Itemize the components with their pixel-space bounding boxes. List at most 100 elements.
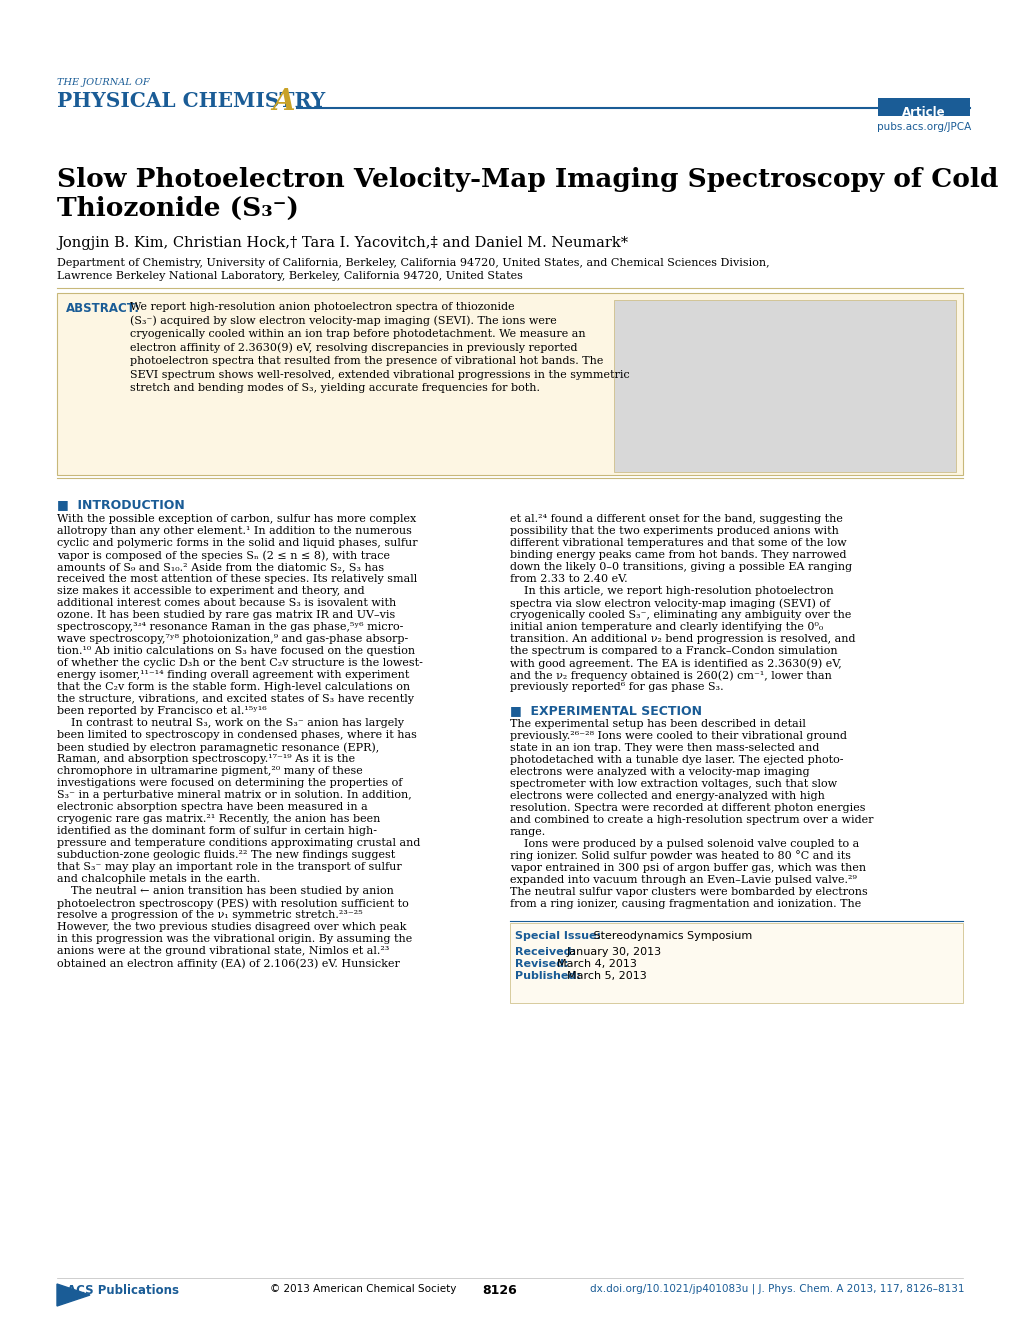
Text: Department of Chemistry, University of California, Berkeley, California 94720, U: Department of Chemistry, University of C… — [57, 257, 769, 268]
Polygon shape — [57, 1285, 90, 1306]
Text: Revised:: Revised: — [515, 959, 572, 968]
Text: ABSTRACT:: ABSTRACT: — [66, 301, 140, 315]
Text: allotropy than any other element.¹ In addition to the numerous: allotropy than any other element.¹ In ad… — [57, 526, 412, 536]
Text: With the possible exception of carbon, sulfur has more complex: With the possible exception of carbon, s… — [57, 514, 416, 524]
Text: Ions were produced by a pulsed solenoid valve coupled to a: Ions were produced by a pulsed solenoid … — [510, 839, 858, 848]
Text: from a ring ionizer, causing fragmentation and ionization. The: from a ring ionizer, causing fragmentati… — [510, 899, 860, 908]
Text: cryogenically cooled S₃⁻, eliminating any ambiguity over the: cryogenically cooled S₃⁻, eliminating an… — [510, 610, 851, 620]
Text: photoelectron spectra that resulted from the presence of vibrational hot bands. : photoelectron spectra that resulted from… — [129, 356, 603, 366]
Text: ring ionizer. Solid sulfur powder was heated to 80 °C and its: ring ionizer. Solid sulfur powder was he… — [510, 851, 850, 862]
Text: been limited to spectroscopy in condensed phases, where it has: been limited to spectroscopy in condense… — [57, 730, 417, 740]
Text: wave spectroscopy,⁷ʸ⁸ photoionization,⁹ and gas-phase absorp-: wave spectroscopy,⁷ʸ⁸ photoionization,⁹ … — [57, 634, 408, 644]
Text: previously.²⁶⁻²⁸ Ions were cooled to their vibrational ground: previously.²⁶⁻²⁸ Ions were cooled to the… — [510, 731, 846, 740]
Text: initial anion temperature and clearly identifying the 0⁰₀: initial anion temperature and clearly id… — [510, 622, 822, 632]
Text: and the ν₂ frequency obtained is 260(2) cm⁻¹, lower than: and the ν₂ frequency obtained is 260(2) … — [510, 670, 832, 680]
Text: the structure, vibrations, and excited states of S₃ have recently: the structure, vibrations, and excited s… — [57, 694, 414, 704]
Text: January 30, 2013: January 30, 2013 — [567, 947, 661, 956]
Text: ■  INTRODUCTION: ■ INTRODUCTION — [57, 498, 184, 511]
Text: previously reported⁶ for gas phase S₃.: previously reported⁶ for gas phase S₃. — [510, 682, 722, 692]
Text: cryogenic rare gas matrix.²¹ Recently, the anion has been: cryogenic rare gas matrix.²¹ Recently, t… — [57, 814, 380, 824]
Text: energy isomer,¹¹⁻¹⁴ finding overall agreement with experiment: energy isomer,¹¹⁻¹⁴ finding overall agre… — [57, 670, 409, 680]
Text: investigations were focused on determining the properties of: investigations were focused on determini… — [57, 778, 401, 788]
Text: down the likely 0–0 transitions, giving a possible EA ranging: down the likely 0–0 transitions, giving … — [510, 562, 851, 572]
Text: S₃⁻ in a perturbative mineral matrix or in solution. In addition,: S₃⁻ in a perturbative mineral matrix or … — [57, 790, 412, 800]
Text: received the most attention of these species. Its relatively small: received the most attention of these spe… — [57, 574, 417, 584]
Text: possibility that the two experiments produced anions with: possibility that the two experiments pro… — [510, 526, 838, 536]
Text: identified as the dominant form of sulfur in certain high-: identified as the dominant form of sulfu… — [57, 826, 377, 836]
Text: Received:: Received: — [515, 947, 580, 956]
Text: and chalcophile metals in the earth.: and chalcophile metals in the earth. — [57, 874, 260, 884]
Text: March 4, 2013: March 4, 2013 — [556, 959, 636, 968]
Text: electronic absorption spectra have been measured in a: electronic absorption spectra have been … — [57, 802, 368, 812]
Text: Raman, and absorption spectroscopy.¹⁷⁻¹⁹ As it is the: Raman, and absorption spectroscopy.¹⁷⁻¹⁹… — [57, 754, 355, 764]
Text: photodetached with a tunable dye laser. The ejected photo-: photodetached with a tunable dye laser. … — [510, 755, 843, 764]
Text: pubs.acs.org/JPCA: pubs.acs.org/JPCA — [876, 121, 970, 132]
Text: Stereodynamics Symposium: Stereodynamics Symposium — [589, 931, 752, 940]
Text: spectrometer with low extraction voltages, such that slow: spectrometer with low extraction voltage… — [510, 779, 837, 788]
Text: anions were at the ground vibrational state, Nimlos et al.²³: anions were at the ground vibrational st… — [57, 946, 389, 956]
Text: A: A — [272, 87, 294, 116]
Text: Article: Article — [901, 105, 945, 119]
Text: been reported by Francisco et al.¹⁵ʸ¹⁶: been reported by Francisco et al.¹⁵ʸ¹⁶ — [57, 706, 267, 716]
Text: Special Issue:: Special Issue: — [515, 931, 604, 940]
Text: the spectrum is compared to a Franck–Condon simulation: the spectrum is compared to a Franck–Con… — [510, 646, 837, 656]
Text: from 2.33 to 2.40 eV.: from 2.33 to 2.40 eV. — [510, 574, 627, 584]
FancyBboxPatch shape — [877, 97, 969, 116]
Text: THE JOURNAL OF: THE JOURNAL OF — [57, 77, 150, 87]
Text: (S₃⁻) acquired by slow electron velocity-map imaging (SEVI). The ions were: (S₃⁻) acquired by slow electron velocity… — [129, 316, 556, 325]
Text: ozone. It has been studied by rare gas matrix IR and UV–vis: ozone. It has been studied by rare gas m… — [57, 610, 395, 620]
Text: state in an ion trap. They were then mass-selected and: state in an ion trap. They were then mas… — [510, 743, 818, 752]
Text: Thiozonide (S₃⁻): Thiozonide (S₃⁻) — [57, 196, 299, 221]
Text: The neutral sulfur vapor clusters were bombarded by electrons: The neutral sulfur vapor clusters were b… — [510, 887, 867, 896]
Text: cyclic and polymeric forms in the solid and liquid phases, sulfur: cyclic and polymeric forms in the solid … — [57, 538, 417, 548]
Text: spectroscopy,³ʴ⁴ resonance Raman in the gas phase,⁵ʸ⁶ micro-: spectroscopy,³ʴ⁴ resonance Raman in the … — [57, 622, 403, 632]
Text: electron affinity of 2.3630(9) eV, resolving discrepancies in previously reporte: electron affinity of 2.3630(9) eV, resol… — [129, 343, 577, 354]
Text: Jongjin B. Kim, Christian Hock,† Tara I. Yacovitch,‡ and Daniel M. Neumark*: Jongjin B. Kim, Christian Hock,† Tara I.… — [57, 236, 628, 249]
Text: binding energy peaks came from hot bands. They narrowed: binding energy peaks came from hot bands… — [510, 550, 846, 560]
Text: spectra via slow electron velocity-map imaging (SEVI) of: spectra via slow electron velocity-map i… — [510, 598, 829, 608]
Text: We report high-resolution anion photoelectron spectra of thiozonide: We report high-resolution anion photoele… — [129, 301, 515, 312]
Text: March 5, 2013: March 5, 2013 — [567, 971, 646, 980]
Text: Lawrence Berkeley National Laboratory, Berkeley, California 94720, United States: Lawrence Berkeley National Laboratory, B… — [57, 271, 523, 281]
Text: in this progression was the vibrational origin. By assuming the: in this progression was the vibrational … — [57, 934, 412, 944]
Text: Published:: Published: — [515, 971, 584, 980]
Text: chromophore in ultramarine pigment,²⁰ many of these: chromophore in ultramarine pigment,²⁰ ma… — [57, 766, 363, 776]
Text: amounts of S₉ and S₁₀.² Aside from the diatomic S₂, S₃ has: amounts of S₉ and S₁₀.² Aside from the d… — [57, 562, 384, 572]
Text: different vibrational temperatures and that some of the low: different vibrational temperatures and t… — [510, 538, 846, 548]
Text: SEVI spectrum shows well-resolved, extended vibrational progressions in the symm: SEVI spectrum shows well-resolved, exten… — [129, 370, 629, 379]
FancyBboxPatch shape — [613, 300, 955, 472]
Text: ACS Publications: ACS Publications — [67, 1285, 178, 1297]
Text: additional interest comes about because S₃ is isovalent with: additional interest comes about because … — [57, 598, 395, 608]
Text: vapor entrained in 300 psi of argon buffer gas, which was then: vapor entrained in 300 psi of argon buff… — [510, 863, 865, 872]
Text: pressure and temperature conditions approximating crustal and: pressure and temperature conditions appr… — [57, 838, 420, 848]
Text: subduction-zone geologic fluids.²² The new findings suggest: subduction-zone geologic fluids.²² The n… — [57, 850, 395, 860]
Text: Slow Photoelectron Velocity-Map Imaging Spectroscopy of Cold: Slow Photoelectron Velocity-Map Imaging … — [57, 167, 998, 192]
Text: The neutral ← anion transition has been studied by anion: The neutral ← anion transition has been … — [57, 886, 393, 896]
Text: However, the two previous studies disagreed over which peak: However, the two previous studies disagr… — [57, 922, 407, 932]
Text: In this article, we report high-resolution photoelectron: In this article, we report high-resoluti… — [510, 586, 833, 596]
Text: that S₃⁻ may play an important role in the transport of sulfur: that S₃⁻ may play an important role in t… — [57, 862, 401, 872]
Text: transition. An additional ν₂ bend progression is resolved, and: transition. An additional ν₂ bend progre… — [510, 634, 855, 644]
Text: photoelectron spectroscopy (PES) with resolution sufficient to: photoelectron spectroscopy (PES) with re… — [57, 898, 409, 908]
Text: dx.doi.org/10.1021/jp401083u | J. Phys. Chem. A 2013, 117, 8126–8131: dx.doi.org/10.1021/jp401083u | J. Phys. … — [590, 1285, 964, 1294]
Text: ■  EXPERIMENTAL SECTION: ■ EXPERIMENTAL SECTION — [510, 703, 701, 716]
Text: resolve a progression of the ν₁ symmetric stretch.²³⁻²⁵: resolve a progression of the ν₁ symmetri… — [57, 910, 363, 920]
Text: size makes it accessible to experiment and theory, and: size makes it accessible to experiment a… — [57, 586, 364, 596]
Text: vapor is composed of the species Sₙ (2 ≤ n ≤ 8), with trace: vapor is composed of the species Sₙ (2 ≤… — [57, 550, 389, 560]
Text: obtained an electron affinity (EA) of 2.106(23) eV. Hunsicker: obtained an electron affinity (EA) of 2.… — [57, 958, 399, 968]
Text: PHYSICAL CHEMISTRY: PHYSICAL CHEMISTRY — [57, 91, 325, 111]
Text: © 2013 American Chemical Society: © 2013 American Chemical Society — [270, 1285, 455, 1294]
Text: been studied by electron paramagnetic resonance (EPR),: been studied by electron paramagnetic re… — [57, 742, 379, 752]
Text: that the C₂v form is the stable form. High-level calculations on: that the C₂v form is the stable form. Hi… — [57, 682, 410, 692]
Text: 8126: 8126 — [482, 1285, 517, 1297]
Text: of whether the cyclic D₃h or the bent C₂v structure is the lowest-: of whether the cyclic D₃h or the bent C₂… — [57, 658, 423, 668]
Text: et al.²⁴ found a different onset for the band, suggesting the: et al.²⁴ found a different onset for the… — [510, 514, 842, 524]
FancyBboxPatch shape — [57, 293, 962, 475]
Text: electrons were analyzed with a velocity-map imaging: electrons were analyzed with a velocity-… — [510, 767, 809, 776]
Text: and combined to create a high-resolution spectrum over a wider: and combined to create a high-resolution… — [510, 815, 872, 824]
Text: with good agreement. The EA is identified as 2.3630(9) eV,: with good agreement. The EA is identifie… — [510, 658, 841, 668]
Text: cryogenically cooled within an ion trap before photodetachment. We measure an: cryogenically cooled within an ion trap … — [129, 329, 585, 339]
Text: In contrast to neutral S₃, work on the S₃⁻ anion has largely: In contrast to neutral S₃, work on the S… — [57, 718, 404, 728]
Text: tion.¹⁰ Ab initio calculations on S₃ have focused on the question: tion.¹⁰ Ab initio calculations on S₃ hav… — [57, 646, 415, 656]
Text: The experimental setup has been described in detail: The experimental setup has been describe… — [510, 719, 805, 728]
